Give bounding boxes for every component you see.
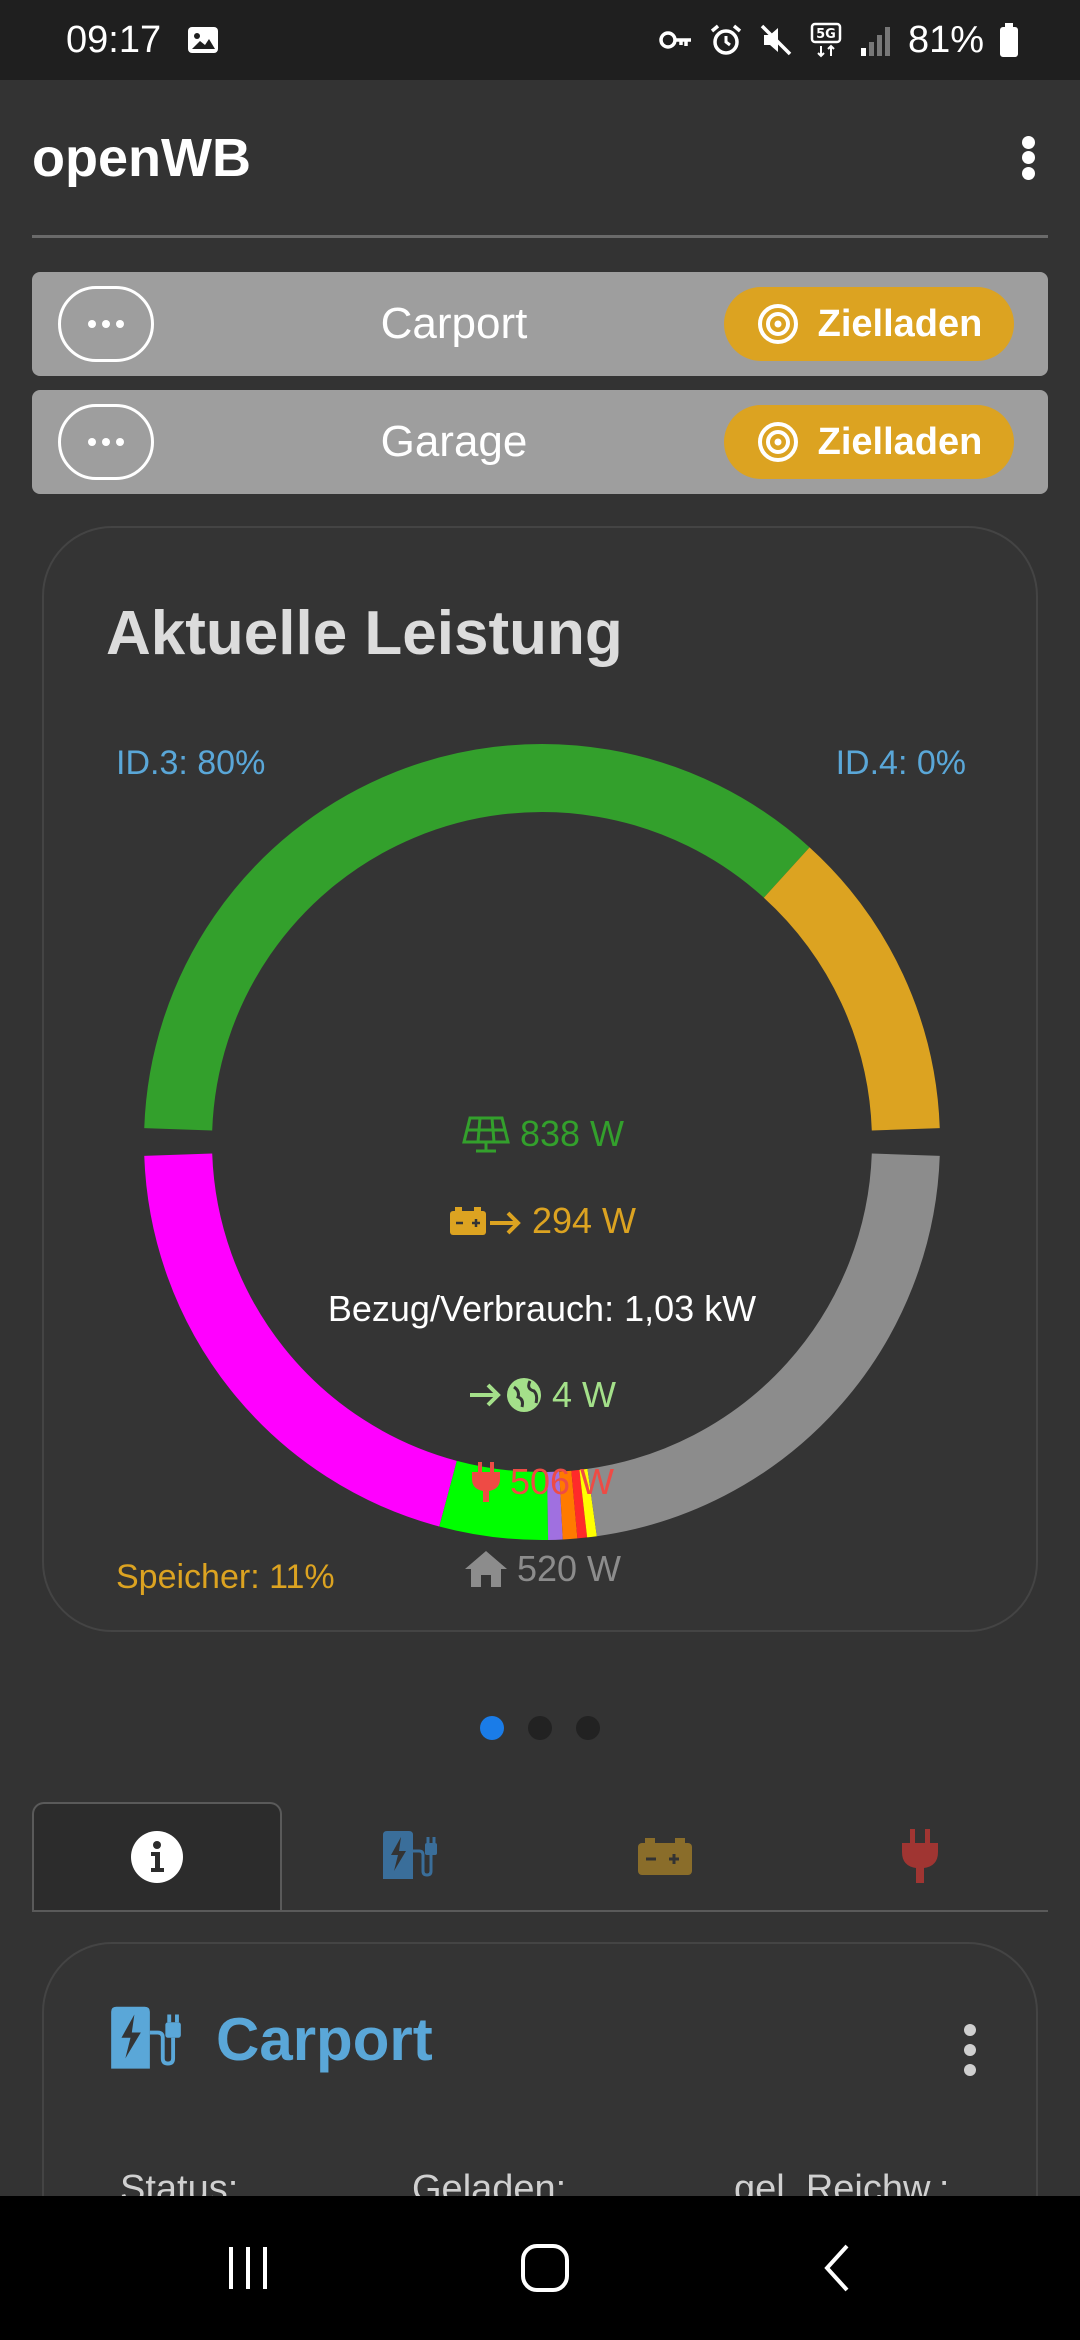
detail-card-header: Carport <box>106 2004 433 2074</box>
zielladen-label: Zielladen <box>817 420 983 463</box>
grid-power-value: 4 W <box>551 1374 616 1415</box>
app-header: openWB <box>32 110 1048 238</box>
donut-segment-yellow <box>579 1468 597 1538</box>
carousel-pager <box>0 1716 1080 1740</box>
pager-dot[interactable] <box>480 1716 504 1740</box>
donut-segment-green <box>439 1460 549 1540</box>
battery-soc-label: Speicher: 11% <box>116 1558 335 1596</box>
more-options-button[interactable] <box>58 404 154 480</box>
vpn-key-icon <box>659 31 691 49</box>
detail-menu-icon[interactable] <box>960 2024 980 2076</box>
chargepoint-row-garage[interactable]: Garage Zielladen <box>32 390 1048 494</box>
battery-power-value: 294 W <box>531 1200 637 1241</box>
donut-segment-house <box>587 1153 940 1537</box>
status-time: 09:17 <box>66 18 162 61</box>
pager-dot[interactable] <box>576 1716 600 1740</box>
chargepoint-name: Garage <box>380 417 528 466</box>
tab-info[interactable] <box>32 1802 282 1910</box>
kebab-menu-icon[interactable] <box>1008 128 1048 188</box>
power-donut-chart <box>144 744 940 1540</box>
alarm-icon <box>710 24 742 55</box>
donut-segment-red <box>571 1469 588 1539</box>
grid-power-line: 4 W <box>44 1374 1040 1416</box>
charging-station-icon <box>382 1831 437 1879</box>
chargepoint-power-line: 506 W <box>44 1461 1040 1503</box>
consumption-summary: Bezug/Verbrauch: 1,03 kW <box>327 1288 757 1329</box>
battery-discharge-icon <box>449 1207 521 1235</box>
id4-soc-label: ID.4: 0% <box>835 744 966 782</box>
info-icon <box>131 1831 183 1883</box>
status-bar: 09:17 5G 81% <box>0 0 1080 80</box>
network-5g-icon: 5G <box>810 22 842 58</box>
recents-icon[interactable] <box>223 2243 273 2293</box>
tab-chargepoints[interactable] <box>282 1802 537 1910</box>
zielladen-button[interactable]: Zielladen <box>724 405 1014 479</box>
back-icon[interactable] <box>817 2242 857 2294</box>
chargepoint-name: Carport <box>380 299 528 348</box>
donut-segment-orange <box>559 1470 578 1540</box>
battery-power-line: 294 W <box>44 1200 1040 1242</box>
system-nav-bar <box>0 2196 1080 2340</box>
plug-icon <box>902 1829 939 1883</box>
donut-segment-battery <box>763 847 940 1131</box>
house-power-value: 520 W <box>516 1548 622 1589</box>
zielladen-button[interactable]: Zielladen <box>724 287 1014 361</box>
svg-text:5G: 5G <box>816 27 836 42</box>
id3-soc-label: ID.3: 80% <box>116 744 266 782</box>
more-options-button[interactable] <box>58 286 154 362</box>
solar-panel-icon <box>462 1116 510 1153</box>
pager-dot[interactable] <box>528 1716 552 1740</box>
tab-battery[interactable] <box>537 1802 792 1910</box>
zielladen-label: Zielladen <box>817 302 983 345</box>
battery-icon <box>1000 23 1018 57</box>
house-icon <box>464 1551 507 1587</box>
chargepoint-row-carport[interactable]: Carport Zielladen <box>32 272 1048 376</box>
plug-icon <box>471 1462 500 1502</box>
summary-line: Bezug/Verbrauch: 1,03 kW <box>44 1288 1040 1330</box>
mute-icon <box>760 24 792 56</box>
donut-segment-magenta <box>144 1153 458 1527</box>
grid-import-globe-icon <box>469 1378 541 1412</box>
home-icon[interactable] <box>519 2242 571 2294</box>
pv-power-line: 838 W <box>44 1113 1040 1155</box>
house-power-line: 520 W <box>44 1548 1040 1590</box>
target-icon <box>757 304 798 344</box>
battery-percent: 81% <box>907 18 984 61</box>
target-icon <box>757 422 798 462</box>
chargepoint-power-value: 506 W <box>509 1461 615 1502</box>
pv-power-value: 838 W <box>519 1113 625 1154</box>
app-title: openWB <box>32 127 251 188</box>
detail-tabs <box>32 1802 1048 1912</box>
power-card-title: Aktuelle Leistung <box>106 599 623 668</box>
tab-plug[interactable] <box>793 1802 1048 1910</box>
power-card: Aktuelle Leistung ID.3: 80% ID.4: 0% Spe… <box>42 526 1038 1632</box>
battery-icon <box>637 1838 692 1875</box>
signal-icon <box>860 27 890 56</box>
image-icon <box>188 27 219 53</box>
donut-segment-pv <box>144 744 810 1131</box>
charging-station-icon <box>111 2006 181 2069</box>
detail-card-title: Carport <box>216 2005 433 2073</box>
